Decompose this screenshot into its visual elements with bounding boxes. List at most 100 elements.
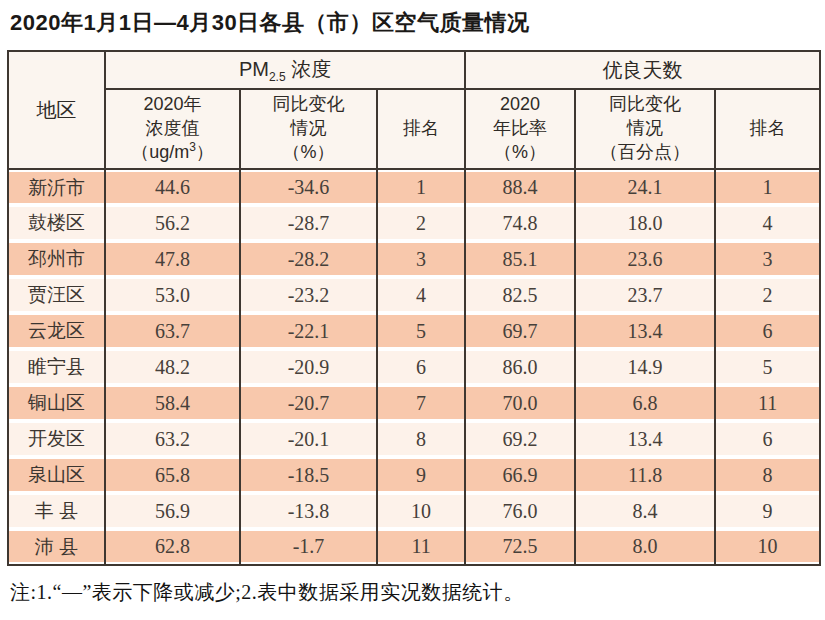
pm25-value-cell: 53.0 — [105, 277, 240, 313]
pm25-value-cell: 56.2 — [105, 205, 240, 241]
pm25-suffix: 浓度 — [286, 58, 332, 80]
pm25-prefix: PM — [239, 58, 269, 80]
table-row: 丰 县56.9-13.81076.08.49 — [8, 493, 820, 529]
ratio-change-cell: 24.1 — [575, 169, 715, 205]
pm25-value-cell: 56.9 — [105, 493, 240, 529]
region-cell: 鼓楼区 — [8, 205, 105, 241]
ratio-cell: 82.5 — [465, 277, 575, 313]
ratio-rank-cell: 6 — [715, 313, 820, 349]
pm25-value-cell: 47.8 — [105, 241, 240, 277]
pm25-change-cell: -1.7 — [240, 529, 377, 565]
table-row: 沛 县62.8-1.71172.58.010 — [8, 529, 820, 565]
table-row: 贾汪区53.0-23.2482.523.72 — [8, 277, 820, 313]
ratio-change-cell: 13.4 — [575, 313, 715, 349]
ratio-rank-cell: 1 — [715, 169, 820, 205]
table-row: 泉山区65.8-18.5966.911.88 — [8, 457, 820, 493]
ratio-change-cell: 23.7 — [575, 277, 715, 313]
ratio-change-cell: 11.8 — [575, 457, 715, 493]
ratio-change-cell: 14.9 — [575, 349, 715, 385]
table-row: 云龙区63.7-22.1569.713.46 — [8, 313, 820, 349]
col-header-region: 地区 — [8, 51, 105, 169]
ratio-cell: 74.8 — [465, 205, 575, 241]
ratio-rank-cell: 8 — [715, 457, 820, 493]
ratio-cell: 69.7 — [465, 313, 575, 349]
region-cell: 开发区 — [8, 421, 105, 457]
ratio-rank-cell: 6 — [715, 421, 820, 457]
pm25-change-cell: -18.5 — [240, 457, 377, 493]
ratio-cell: 85.1 — [465, 241, 575, 277]
ratio-change-cell: 8.0 — [575, 529, 715, 565]
col-group-pm25: PM2.5 浓度 — [105, 51, 465, 89]
ratio-cell: 88.4 — [465, 169, 575, 205]
pm25-change-cell: -20.7 — [240, 385, 377, 421]
col-header-ratio-rank: 排名 — [715, 89, 820, 169]
pm25-rank-cell: 11 — [377, 529, 465, 565]
pm25-rank-cell: 2 — [377, 205, 465, 241]
pm25-change-cell: -22.1 — [240, 313, 377, 349]
table-row: 新沂市44.6-34.6188.424.11 — [8, 169, 820, 205]
region-cell: 云龙区 — [8, 313, 105, 349]
ratio-change-cell: 6.8 — [575, 385, 715, 421]
pm25-rank-cell: 8 — [377, 421, 465, 457]
pm25-value-cell: 58.4 — [105, 385, 240, 421]
footnote: 注:1.“—”表示下降或减少;2.表中数据采用实况数据统计。 — [10, 579, 825, 606]
ratio-rank-cell: 3 — [715, 241, 820, 277]
pm25-change-cell: -34.6 — [240, 169, 377, 205]
pm25-change-cell: -28.7 — [240, 205, 377, 241]
pm25-rank-cell: 5 — [377, 313, 465, 349]
ratio-rank-cell: 10 — [715, 529, 820, 565]
table-header: 地区 PM2.5 浓度 优良天数 2020年 浓度值 （ug/m3） 同比变化 … — [8, 51, 820, 169]
pm25-change-cell: -13.8 — [240, 493, 377, 529]
pm25-value-cell: 62.8 — [105, 529, 240, 565]
table-body: 新沂市44.6-34.6188.424.11鼓楼区56.2-28.7274.81… — [8, 169, 820, 565]
pm25-rank-cell: 9 — [377, 457, 465, 493]
ratio-rank-cell: 2 — [715, 277, 820, 313]
ratio-cell: 69.2 — [465, 421, 575, 457]
col-header-pm25-rank: 排名 — [377, 89, 465, 169]
ratio-cell: 70.0 — [465, 385, 575, 421]
cubed-superscript: 3 — [189, 140, 196, 154]
table-row: 邳州市47.8-28.2385.123.63 — [8, 241, 820, 277]
pm25-rank-cell: 3 — [377, 241, 465, 277]
ratio-rank-cell: 9 — [715, 493, 820, 529]
region-cell: 新沂市 — [8, 169, 105, 205]
pm25-change-cell: -20.9 — [240, 349, 377, 385]
air-quality-table: 地区 PM2.5 浓度 优良天数 2020年 浓度值 （ug/m3） 同比变化 … — [7, 50, 821, 566]
col-header-pm25-value: 2020年 浓度值 （ug/m3） — [105, 89, 240, 169]
table-row: 睢宁县48.2-20.9686.014.95 — [8, 349, 820, 385]
ratio-cell: 86.0 — [465, 349, 575, 385]
ratio-change-cell: 23.6 — [575, 241, 715, 277]
region-cell: 贾汪区 — [8, 277, 105, 313]
ratio-cell: 72.5 — [465, 529, 575, 565]
ratio-change-cell: 13.4 — [575, 421, 715, 457]
pm25-rank-cell: 1 — [377, 169, 465, 205]
table-row: 铜山区58.4-20.7770.06.811 — [8, 385, 820, 421]
ratio-rank-cell: 11 — [715, 385, 820, 421]
table-row: 开发区63.2-20.1869.213.46 — [8, 421, 820, 457]
region-cell: 泉山区 — [8, 457, 105, 493]
ratio-rank-cell: 5 — [715, 349, 820, 385]
col-header-ratio-change: 同比变化 情况 （百分点） — [575, 89, 715, 169]
pm25-change-cell: -23.2 — [240, 277, 377, 313]
ratio-rank-cell: 4 — [715, 205, 820, 241]
pm25-change-cell: -28.2 — [240, 241, 377, 277]
pm25-rank-cell: 10 — [377, 493, 465, 529]
pm25-value-cell: 48.2 — [105, 349, 240, 385]
col-group-good-days: 优良天数 — [465, 51, 820, 89]
pm25-subscript: 2.5 — [269, 70, 286, 84]
table-row: 鼓楼区56.2-28.7274.818.04 — [8, 205, 820, 241]
region-cell: 沛 县 — [8, 529, 105, 565]
pm25-value-cell: 63.7 — [105, 313, 240, 349]
region-cell: 睢宁县 — [8, 349, 105, 385]
region-cell: 铜山区 — [8, 385, 105, 421]
pm25-value-cell: 65.8 — [105, 457, 240, 493]
pm25-change-cell: -20.1 — [240, 421, 377, 457]
pm25-value-cell: 63.2 — [105, 421, 240, 457]
page-title: 2020年1月1日—4月30日各县（市）区空气质量情况 — [10, 8, 825, 38]
pm25-rank-cell: 4 — [377, 277, 465, 313]
col-header-ratio: 2020 年比率 （%） — [465, 89, 575, 169]
pm25-rank-cell: 6 — [377, 349, 465, 385]
region-label: 地区 — [37, 99, 77, 121]
ratio-cell: 66.9 — [465, 457, 575, 493]
region-cell: 邳州市 — [8, 241, 105, 277]
